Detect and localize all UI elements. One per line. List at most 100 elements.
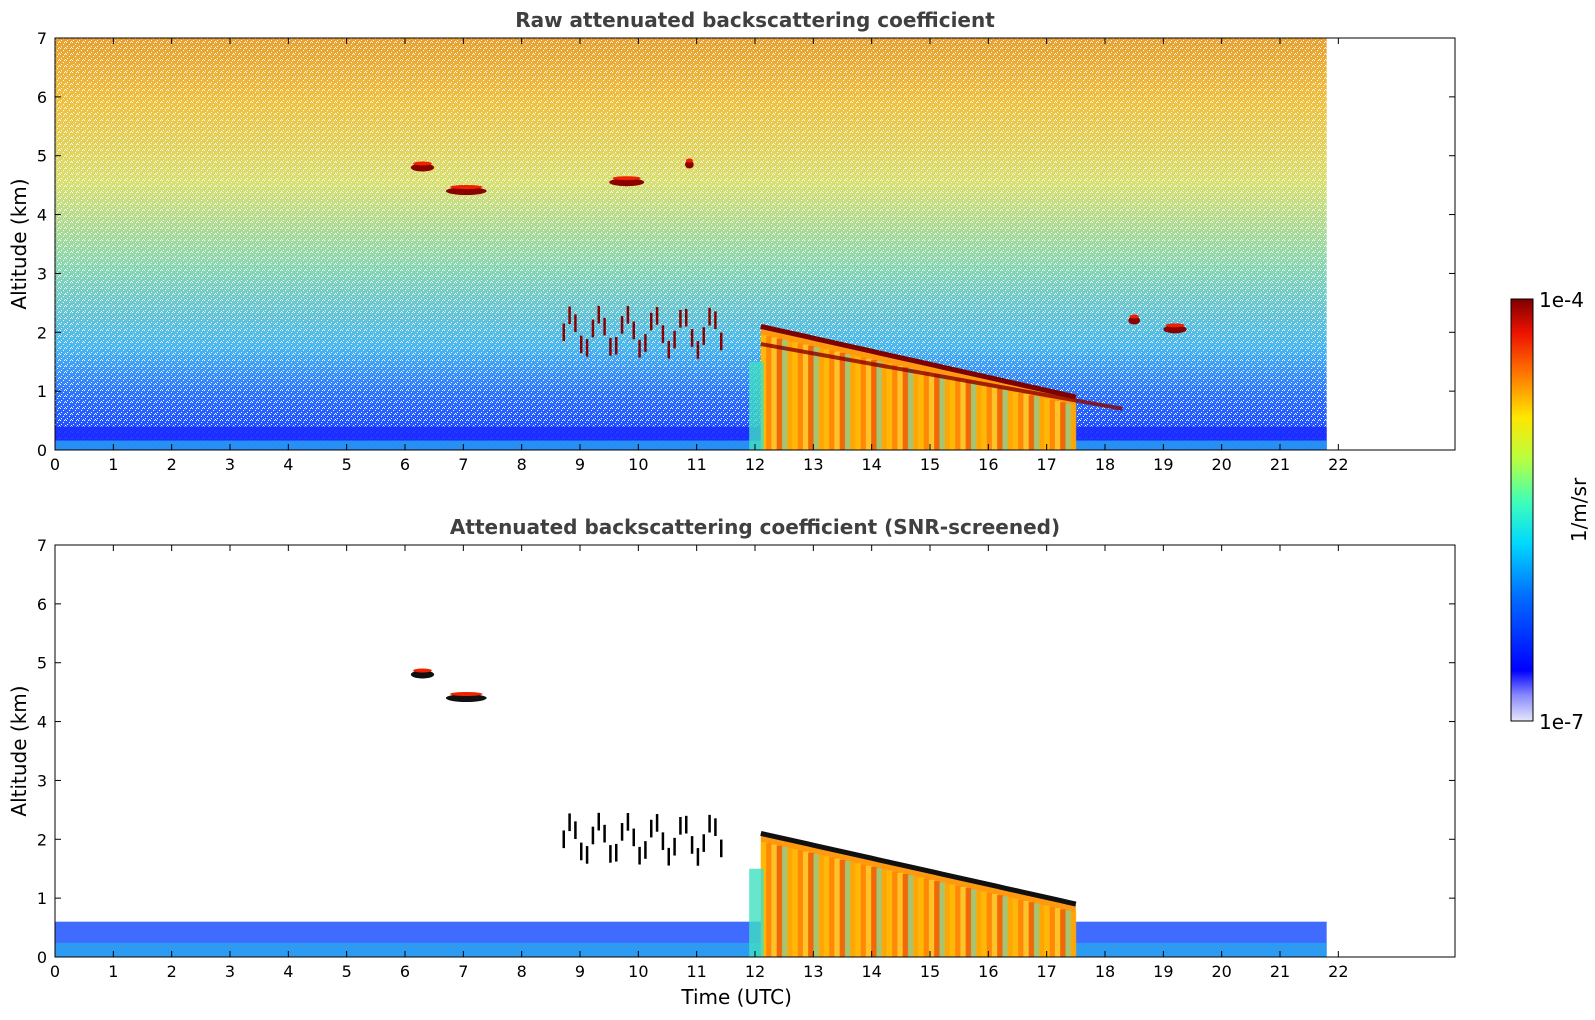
cloud-2-streak: [928, 879, 935, 957]
x-tick-label: 0: [50, 962, 60, 981]
x-tick-label: 6: [400, 962, 410, 981]
x-tick-label: 4: [283, 455, 293, 474]
cloud-2-streak: [955, 378, 961, 450]
cloud-8-rim: [413, 161, 432, 166]
elevated-layer-4-mark: [720, 332, 723, 351]
y-tick-label: 4: [37, 713, 47, 732]
x-tick-label: 2: [167, 455, 177, 474]
y-tick-label: 0: [37, 441, 47, 460]
cloud-2-streak: [787, 848, 793, 957]
elevated-layer-4-mark: [679, 309, 682, 328]
elevated-layer-4-mark: [585, 339, 589, 357]
cloud-2-streak: [1007, 390, 1014, 450]
y-tick-label: 5: [37, 147, 47, 166]
x-tick-label: 13: [803, 455, 823, 474]
x-tick-label: 12: [745, 455, 765, 474]
x-tick-label: 5: [342, 962, 352, 981]
cloud-2-streak: [1049, 399, 1056, 450]
y-tick-label: 2: [37, 830, 47, 849]
x-tick-label: 20: [1211, 455, 1231, 474]
y-tick-label: 3: [37, 264, 47, 283]
cloud-2-streak: [892, 871, 898, 957]
elevated-layer-3-mark: [568, 813, 571, 832]
cloud-2-streak: [902, 367, 909, 450]
cloud-2-streak: [839, 352, 846, 450]
cloud-2-streak: [944, 883, 951, 957]
y-tick-label: 3: [37, 771, 47, 790]
elevated-layer-3-mark: [685, 815, 688, 834]
noise-speckle: [55, 38, 1327, 450]
cloud-2-streak: [850, 355, 856, 450]
cloud-2-streak: [881, 362, 888, 450]
cloud-2-streak: [865, 358, 872, 450]
x-tick-label: 3: [225, 455, 235, 474]
boundary-layer-1-base: [55, 440, 1327, 450]
x-tick-label: 19: [1153, 962, 1173, 981]
elevated-layer-4-mark: [580, 335, 583, 354]
cloud-2-streak: [823, 856, 830, 957]
elevated-layer-3-mark: [580, 842, 583, 861]
cloud-2-streak: [960, 379, 967, 450]
elevated-layer-4-mark: [650, 312, 653, 331]
cloud-10: [685, 160, 694, 169]
cloud-10-rim: [685, 158, 693, 163]
y-axis-label: Altitude (km): [7, 685, 31, 816]
elevated-layer-3-mark: [562, 830, 565, 849]
elevated-layer-4-mark: [591, 319, 595, 338]
y-tick-label: 6: [37, 88, 47, 107]
cloud-2-streak: [1023, 901, 1030, 957]
cloud-5-rim: [1129, 314, 1139, 319]
elevated-layer-3-mark: [626, 813, 630, 831]
y-tick-label: 7: [37, 29, 47, 48]
panel-title: Attenuated backscattering coefficient (S…: [450, 515, 1060, 539]
cloud-2-streak: [965, 888, 972, 957]
x-tick-label: 4: [283, 962, 293, 981]
cloud-2-streak: [813, 347, 820, 450]
colorbar-gradient: [1510, 298, 1534, 722]
cloud-2-streak: [1065, 910, 1072, 957]
elevated-layer-4-mark: [568, 306, 571, 325]
cloud-2-streak: [823, 349, 830, 450]
elevated-layer-4-mark: [644, 334, 647, 352]
cloud-2-streak: [792, 342, 799, 450]
cloud-2-streak: [1018, 392, 1024, 450]
cloud-2-streak: [960, 886, 967, 957]
cloud-2-streak: [986, 385, 993, 450]
panel-2: 0 1 2 3 4 5 6 7 8 9 10 11 12 13 14 15 16 17 18 19 20 21 220123…: [7, 515, 1456, 1009]
cloud-2-streak: [949, 884, 956, 957]
cloud-2-streak: [781, 846, 788, 957]
elevated-layer-4-mark: [562, 323, 565, 342]
cloud-2-streak: [1028, 395, 1035, 450]
cloud-2-streak: [1054, 908, 1061, 957]
cloud-6-rim: [1165, 323, 1185, 328]
x-tick-label: 16: [978, 962, 998, 981]
x-tick-label: 8: [517, 455, 527, 474]
cloud-2-streak: [991, 387, 998, 450]
cloud-2-streak: [976, 890, 982, 957]
cloud-2-streak: [981, 891, 988, 957]
cloud-2-streak: [907, 875, 914, 957]
x-tick-label: 16: [978, 455, 998, 474]
cloud-2-streak: [1028, 902, 1035, 957]
x-tick-label: 21: [1270, 455, 1290, 474]
x-tick-label: 15: [920, 455, 940, 474]
y-tick-label: 1: [37, 382, 47, 401]
elevated-layer-4-mark: [702, 327, 705, 345]
x-tick-label: 3: [225, 962, 235, 981]
elevated-layer-4-mark: [638, 339, 641, 358]
elevated-layer-4-mark: [667, 340, 670, 359]
elevated-layer-3-mark: [655, 814, 659, 832]
cloud-2-streak: [792, 849, 799, 957]
cloud-2-top-edge: [760, 830, 1077, 907]
elevated-layer-4-mark: [615, 336, 618, 355]
cloud-2-streak: [860, 864, 867, 957]
colorbar-label: 1/m/sr: [1567, 477, 1591, 542]
elevated-layer-4-mark: [661, 325, 665, 344]
cloud-2-streak: [918, 877, 925, 957]
cloud-2-streak: [1070, 404, 1077, 450]
cloud-2-streak: [907, 368, 914, 450]
cloud-2-streak: [881, 869, 888, 957]
elevated-layer-3-mark: [650, 819, 653, 838]
cloud-2-streak: [934, 374, 940, 450]
x-tick-label: 10: [628, 455, 648, 474]
